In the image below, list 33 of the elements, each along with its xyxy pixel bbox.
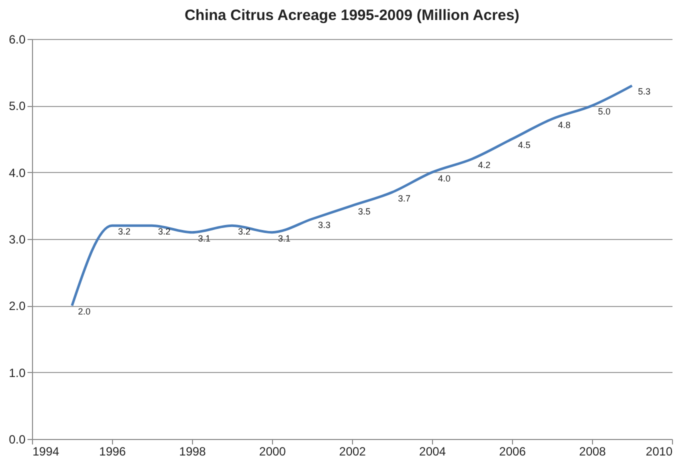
data-label: 3.1 [198,233,211,244]
data-label: 3.1 [278,233,291,244]
data-label: 4.8 [558,120,571,130]
line-series [70,84,634,307]
data-label: 5.3 [638,86,651,97]
y-tick-label: 1.0 [8,366,26,380]
data-label: 3.7 [398,193,411,204]
data-label: 4.5 [518,140,531,150]
x-tick-label: 2002 [339,444,366,458]
x-tick-label: 2010 [646,444,673,458]
data-label: 3.3 [318,220,331,230]
y-tick-label: 5.0 [8,99,26,114]
x-tick-label: 2008 [579,444,606,458]
data-label: 4.2 [478,160,491,170]
y-tick-label: 3.0 [8,232,26,246]
x-tick-label: 1996 [99,444,126,458]
x-tick-label: 1998 [179,444,206,458]
data-label: 4.0 [438,173,451,184]
data-label: 2.0 [78,306,91,317]
data-label: 3.5 [358,206,371,217]
data-label: 3.2 [118,226,131,237]
x-tick-label: 2000 [259,444,286,458]
x-tick-label: 2006 [499,444,526,458]
data-label: 3.2 [238,226,251,237]
y-tick-label: 6.0 [8,32,26,46]
y-tick-label: 4.0 [8,166,26,180]
chart-title: China Citrus Acreage 1995-2009 (Million Acres) [184,7,520,24]
y-tick-label: 0.0 [8,432,26,446]
x-tick-label: 1994 [32,444,60,458]
data-label: 3.2 [158,226,171,237]
x-tick-label: 2004 [419,444,446,458]
data-label: 5.0 [598,106,611,117]
y-tick-label: 2.0 [8,299,26,314]
